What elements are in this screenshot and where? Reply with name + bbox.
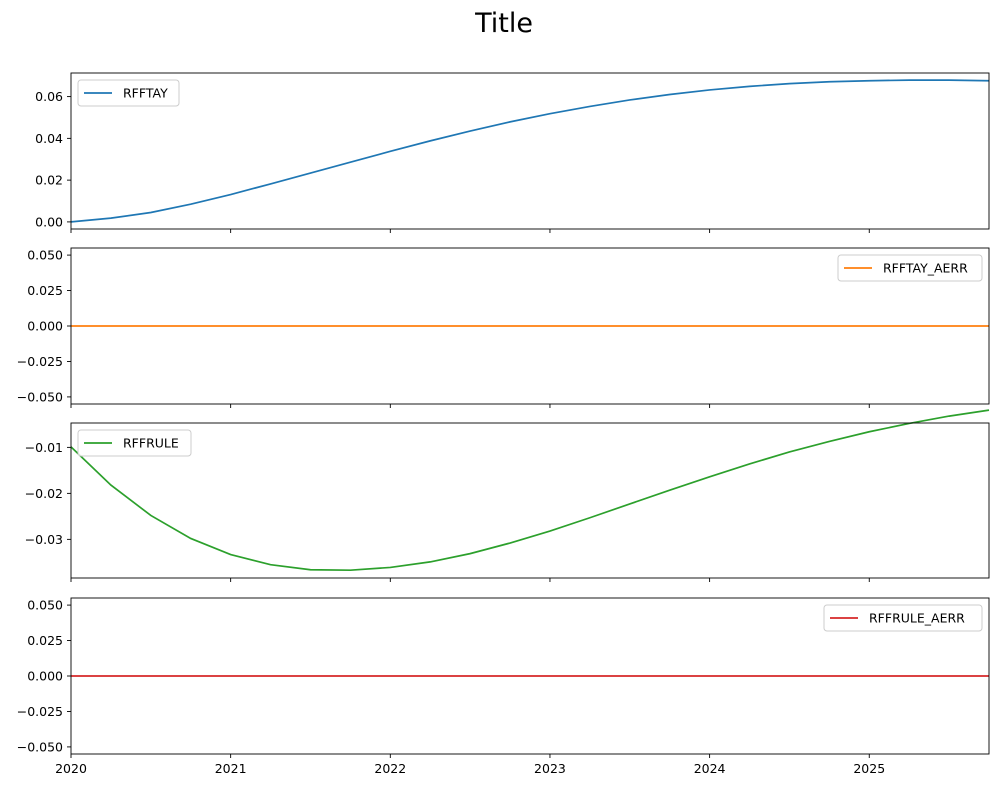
x-tick-label: 2025 xyxy=(853,761,885,776)
x-tick-label: 2022 xyxy=(374,761,406,776)
y-tick-label: 0.06 xyxy=(35,89,63,104)
subplots: 0.00 0.02 0.04 0.06 RFFTAY −0.050 −0.025 0.000 0… xyxy=(17,72,990,776)
y-tick-label: 0.025 xyxy=(27,283,63,298)
axes-frame xyxy=(70,422,990,579)
legend-label: RFFTAY_AERR xyxy=(883,261,968,276)
legend: RFFRULE_AERR xyxy=(823,604,983,632)
subplot-2: −0.050 −0.025 0.000 0.025 0.050 RFFTAY_AERR xyxy=(17,247,990,408)
series-line-rfftay xyxy=(70,79,990,223)
legend: RFFTAY xyxy=(77,79,180,107)
legend-box xyxy=(823,604,983,632)
y-tick-label: 0.025 xyxy=(27,633,63,648)
y-tick-label: −0.02 xyxy=(25,486,63,501)
legend-label: RFFRULE xyxy=(123,436,179,451)
y-tick-label: −0.050 xyxy=(17,389,63,404)
legend: RFFRULE xyxy=(77,429,192,457)
legend-box xyxy=(77,79,180,107)
y-tick-label: 0.00 xyxy=(35,214,63,229)
figure-title: Title xyxy=(474,8,533,39)
legend-box xyxy=(837,254,983,282)
y-tick-label: 0.050 xyxy=(27,248,63,263)
x-tick-label: 2021 xyxy=(215,761,247,776)
series-line-rffrule xyxy=(70,409,990,572)
axes-frame xyxy=(70,72,990,230)
y-tick-label: −0.025 xyxy=(17,704,63,719)
y-tick-label: −0.01 xyxy=(25,440,63,455)
y-tick-label: 0.02 xyxy=(35,173,63,188)
x-tick-label: 2023 xyxy=(534,761,566,776)
y-tick-label: 0.050 xyxy=(27,598,63,613)
legend-label: RFFTAY xyxy=(123,86,168,101)
subplot-4: −0.050 −0.025 0.000 0.025 0.050 2020 2021 2022 2… xyxy=(17,597,990,776)
x-tick-label: 2020 xyxy=(55,761,87,776)
y-tick-label: −0.03 xyxy=(25,532,63,547)
legend: RFFTAY_AERR xyxy=(837,254,983,282)
x-tick-label: 2024 xyxy=(694,761,726,776)
y-tick-label: 0.000 xyxy=(27,319,63,334)
subplot-1: 0.00 0.02 0.04 0.06 RFFTAY xyxy=(35,72,990,233)
y-tick-label: −0.050 xyxy=(17,739,63,754)
y-tick-label: 0.04 xyxy=(35,131,63,146)
y-tick-label: 0.000 xyxy=(27,669,63,684)
y-tick-label: −0.025 xyxy=(17,354,63,369)
legend-box xyxy=(77,429,192,457)
subplot-3: −0.03 −0.02 −0.01 RFFRULE xyxy=(25,409,990,582)
legend-label: RFFRULE_AERR xyxy=(869,611,965,626)
